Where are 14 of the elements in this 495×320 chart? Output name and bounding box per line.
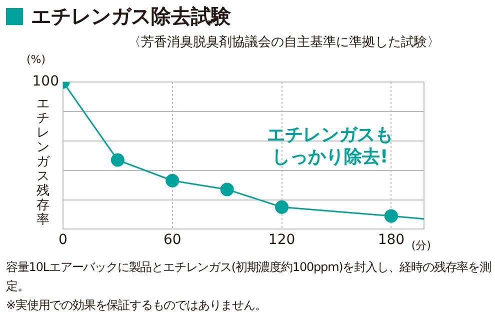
text: エチレンガス残存率: [36, 96, 50, 228]
text: ※実使用での効果を保証するものではありません。: [6, 297, 268, 314]
x-tick-label: 120: [268, 232, 296, 248]
text: (%): [26, 52, 46, 66]
x-axis-title: (分): [411, 239, 431, 252]
text: 100: [32, 74, 59, 90]
annotation: エチレンガスも: [267, 124, 394, 146]
annotation: しっかり除去!: [272, 146, 388, 168]
text: 容量10Lエアーバックに製品とエチレンガス(初期濃度約100ppm)を封入し、経時の残存率を測定。: [6, 259, 492, 295]
x-tick-label: 60: [163, 232, 182, 248]
chart-title: エチレンガス除去試験: [31, 3, 231, 30]
chart-subtitle: 〈芳香消臭脱臭剤協議会の自主基準に準拠した試験〉: [128, 34, 440, 51]
x-tick-label: 0: [58, 232, 68, 248]
x-tick-label: 180: [378, 232, 405, 248]
